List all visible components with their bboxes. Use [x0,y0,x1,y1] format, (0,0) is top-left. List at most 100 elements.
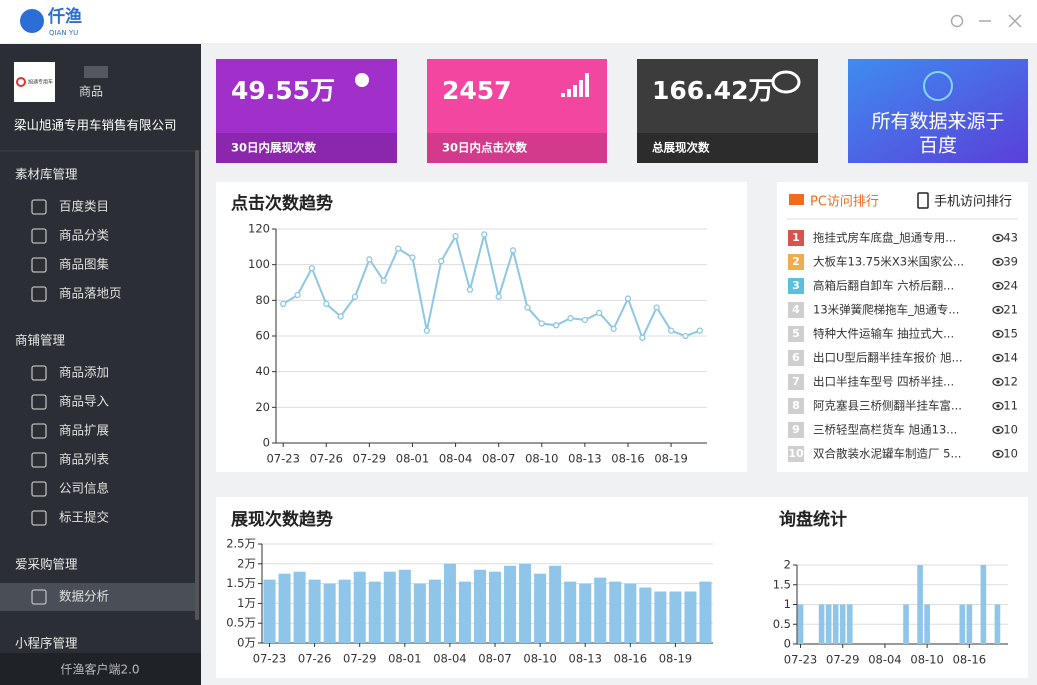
scrollbar [195,150,199,620]
ranking-tab[interactable]: 手机访问排行 [934,195,1012,210]
bar [308,579,321,643]
bar [519,563,532,643]
company-name: 梁山旭通专用车销售有限公司 [14,118,177,133]
x-tick-label: 08-19 [659,652,692,666]
rank-title[interactable]: 大板车13.75米X3米国家公... [813,255,964,269]
menu-item[interactable]: 商品分类 [59,228,110,243]
bar [609,581,622,643]
bar [549,565,562,643]
x-tick-label: 08-04 [433,652,466,666]
bar [534,573,547,643]
company-logo [14,62,55,102]
power-button[interactable] [950,14,964,28]
bar [994,604,1001,644]
banner-icon [923,71,953,101]
rank-views: 39 [1003,255,1018,269]
x-tick-label: 08-01 [388,652,421,666]
rank-badge [788,374,804,390]
rank-title[interactable]: 阿克塞县三桥侧翻半挂车富... [813,399,962,413]
rank-number: 1 [792,231,800,244]
logo-subtext: QIAN YU [49,29,78,37]
line-point [438,257,445,265]
line-point [639,334,646,341]
rank-views: 12 [1003,375,1018,389]
menu-icon [31,452,47,468]
bar [966,604,973,644]
line-point [423,327,431,334]
menu-item[interactable]: 数据分析 [59,589,109,604]
y-tick-label: 120 [248,222,270,236]
menu-item[interactable]: 商品列表 [59,452,110,467]
rank-title[interactable]: 出口U型后翻半挂车报价 旭... [813,351,963,365]
eye-icon [996,260,1000,264]
x-tick-label: 07-29 [826,653,859,667]
rank-number: 6 [792,351,800,364]
pc-icon [789,194,804,205]
x-tick-label: 08-04 [439,452,472,466]
y-tick-label: 0.5万 [226,616,256,630]
rank-title[interactable]: 出口半挂车型号 四桥半挂... [813,375,954,389]
bar [839,604,846,644]
stat-value: 2457 [442,76,512,105]
eye-icon [996,356,1000,360]
rank-title[interactable]: 高箱后翻自卸车 六桥后翻... [813,279,954,293]
x-tick-label: 07-29 [343,652,376,666]
x-tick-label: 08-13 [569,652,602,666]
rank-number: 5 [792,327,800,340]
rank-title[interactable]: 特种大件运输车 抽拉式大... [813,327,954,341]
x-tick-label: 08-16 [953,653,986,667]
line-point [337,313,344,320]
rank-number: 4 [792,303,800,316]
y-tick-label: 2 [784,558,791,572]
rank-number: 3 [792,279,800,292]
bar [458,581,471,643]
y-tick-label: 60 [255,329,270,343]
bar [639,587,652,643]
y-tick-label: 1万 [237,596,256,610]
bar [489,571,502,643]
line-point [553,322,560,329]
user-name: 商品 [79,84,103,99]
line-series [282,233,701,341]
bar [564,581,577,643]
ranking-tab[interactable]: PC访问排行 [810,195,879,210]
line-point [466,286,474,293]
bar [368,581,381,643]
menu-item[interactable]: 商品图集 [59,257,110,272]
line-point [653,304,660,311]
menu-item[interactable]: 商品落地页 [59,286,122,301]
x-tick-label: 07-29 [353,452,386,466]
title-bar [0,0,1037,44]
menu-item[interactable]: 百度类目 [59,199,109,214]
rank-views: 10 [1003,447,1018,461]
stat-card-footer [427,133,607,163]
rank-number: 7 [792,375,800,388]
x-tick-label: 08-13 [568,452,601,466]
menu-item[interactable]: 商品扩展 [59,423,109,438]
line-point [495,293,502,300]
line-point [567,315,574,322]
x-tick-label: 08-16 [611,452,644,466]
y-tick-label: 2.5万 [226,537,256,551]
rank-views: 15 [1003,327,1018,341]
rank-title[interactable]: 双合散装水泥罐车制造厂 5... [813,447,961,461]
banner-text: 所有数据来源于 [871,111,1004,133]
rank-badge [788,398,804,414]
rank-views: 21 [1003,303,1018,317]
bar [846,604,853,644]
menu-item[interactable]: 公司信息 [59,481,109,496]
line-point [380,277,387,284]
y-tick-label: 1.5 [773,577,791,591]
rank-title[interactable]: 13米弹簧爬梯拖车_旭通专... [813,303,959,317]
rank-title[interactable]: 拖挂式房车底盘_旭通专用... [813,231,956,245]
rank-badge [788,230,804,246]
stat-label: 总展现次数 [652,141,710,155]
menu-item[interactable]: 商品添加 [59,365,109,380]
menu-item[interactable]: 标王提交 [59,510,109,525]
rank-title[interactable]: 三桥轻型高栏货车 旭通13... [813,423,957,437]
bar [428,579,441,643]
app-version: 仟渔客户端2.0 [60,662,139,677]
menu-item[interactable]: 商品导入 [59,394,110,409]
eye-icon [992,233,1004,243]
close-button[interactable] [1008,14,1022,28]
